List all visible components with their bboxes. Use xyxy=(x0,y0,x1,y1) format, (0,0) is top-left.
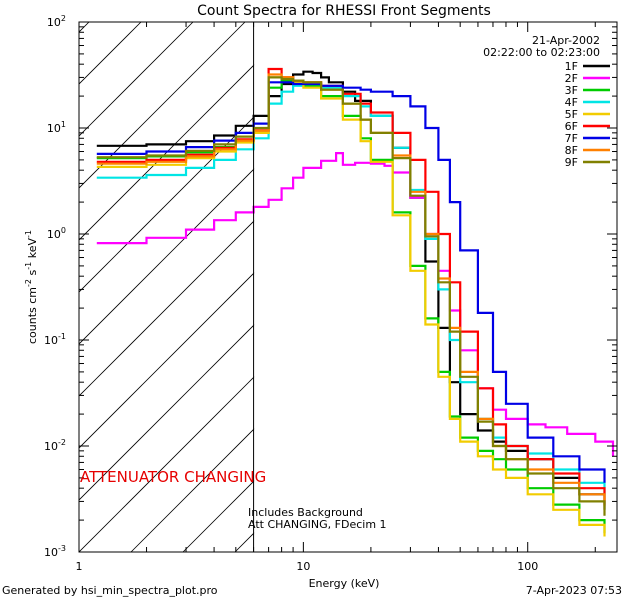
legend-label-9F: 9F xyxy=(565,156,578,169)
attenuator-label: ATTENUATOR CHANGING xyxy=(80,468,266,486)
plot-date: 7-Apr-2023 07:53 xyxy=(526,584,622,597)
y-tick-label: 10-2 xyxy=(44,438,66,453)
hatch-line xyxy=(79,22,90,33)
plot-frame xyxy=(78,21,618,553)
generated-by: Generated by hsi_min_spectra_plot.pro xyxy=(2,584,218,597)
hatch-mask xyxy=(254,22,617,552)
legend-label-6F: 6F xyxy=(565,120,578,133)
y-tick-label: 10-3 xyxy=(44,544,66,559)
x-axis-label: Energy (keV) xyxy=(309,577,380,590)
legend-label-8F: 8F xyxy=(565,144,578,157)
series-line-9F xyxy=(96,76,606,516)
legend-label-4F: 4F xyxy=(565,96,578,109)
series-line-7F xyxy=(96,81,606,483)
y-tick-labels: 10-3 10-2 10-1 100 101 102 xyxy=(44,14,66,559)
legend-label-3F: 3F xyxy=(565,84,578,97)
legend-label-1F: 1F xyxy=(565,60,578,73)
legend-label-5F: 5F xyxy=(565,108,578,121)
attenuator-hatch-region xyxy=(79,22,617,552)
y-tick-label: 101 xyxy=(47,120,66,135)
x-tick-label: 10 xyxy=(296,560,310,573)
y-tick-label: 102 xyxy=(47,14,66,29)
note-background: Includes Background xyxy=(248,506,363,519)
axis-ticks xyxy=(78,21,617,553)
hatch-line xyxy=(79,22,246,189)
series-line-6F xyxy=(96,67,606,505)
x-tick-label: 100 xyxy=(517,560,538,573)
hatch-line xyxy=(79,22,298,241)
x-tick-label: 1 xyxy=(76,560,83,573)
hatch-line xyxy=(79,22,194,137)
y-axis-label: counts cm-2 s-1 keV-1 xyxy=(24,230,39,344)
x-tick-labels: 1 10 100 xyxy=(76,560,539,573)
legend-label-7F: 7F xyxy=(565,132,578,145)
legend-label-2F: 2F xyxy=(565,72,578,85)
y-tick-label: 100 xyxy=(47,226,66,241)
note-attenuator: Att CHANGING, FDecim 1 xyxy=(248,518,387,531)
observation-date: 21-Apr-2002 xyxy=(532,34,600,47)
observation-time-range: 02:22:00 to 02:23:00 xyxy=(483,46,600,59)
chart-title: Count Spectra for RHESSI Front Segments xyxy=(197,3,491,19)
y-tick-label: 10-1 xyxy=(44,332,66,347)
series-line-5F xyxy=(96,76,606,537)
